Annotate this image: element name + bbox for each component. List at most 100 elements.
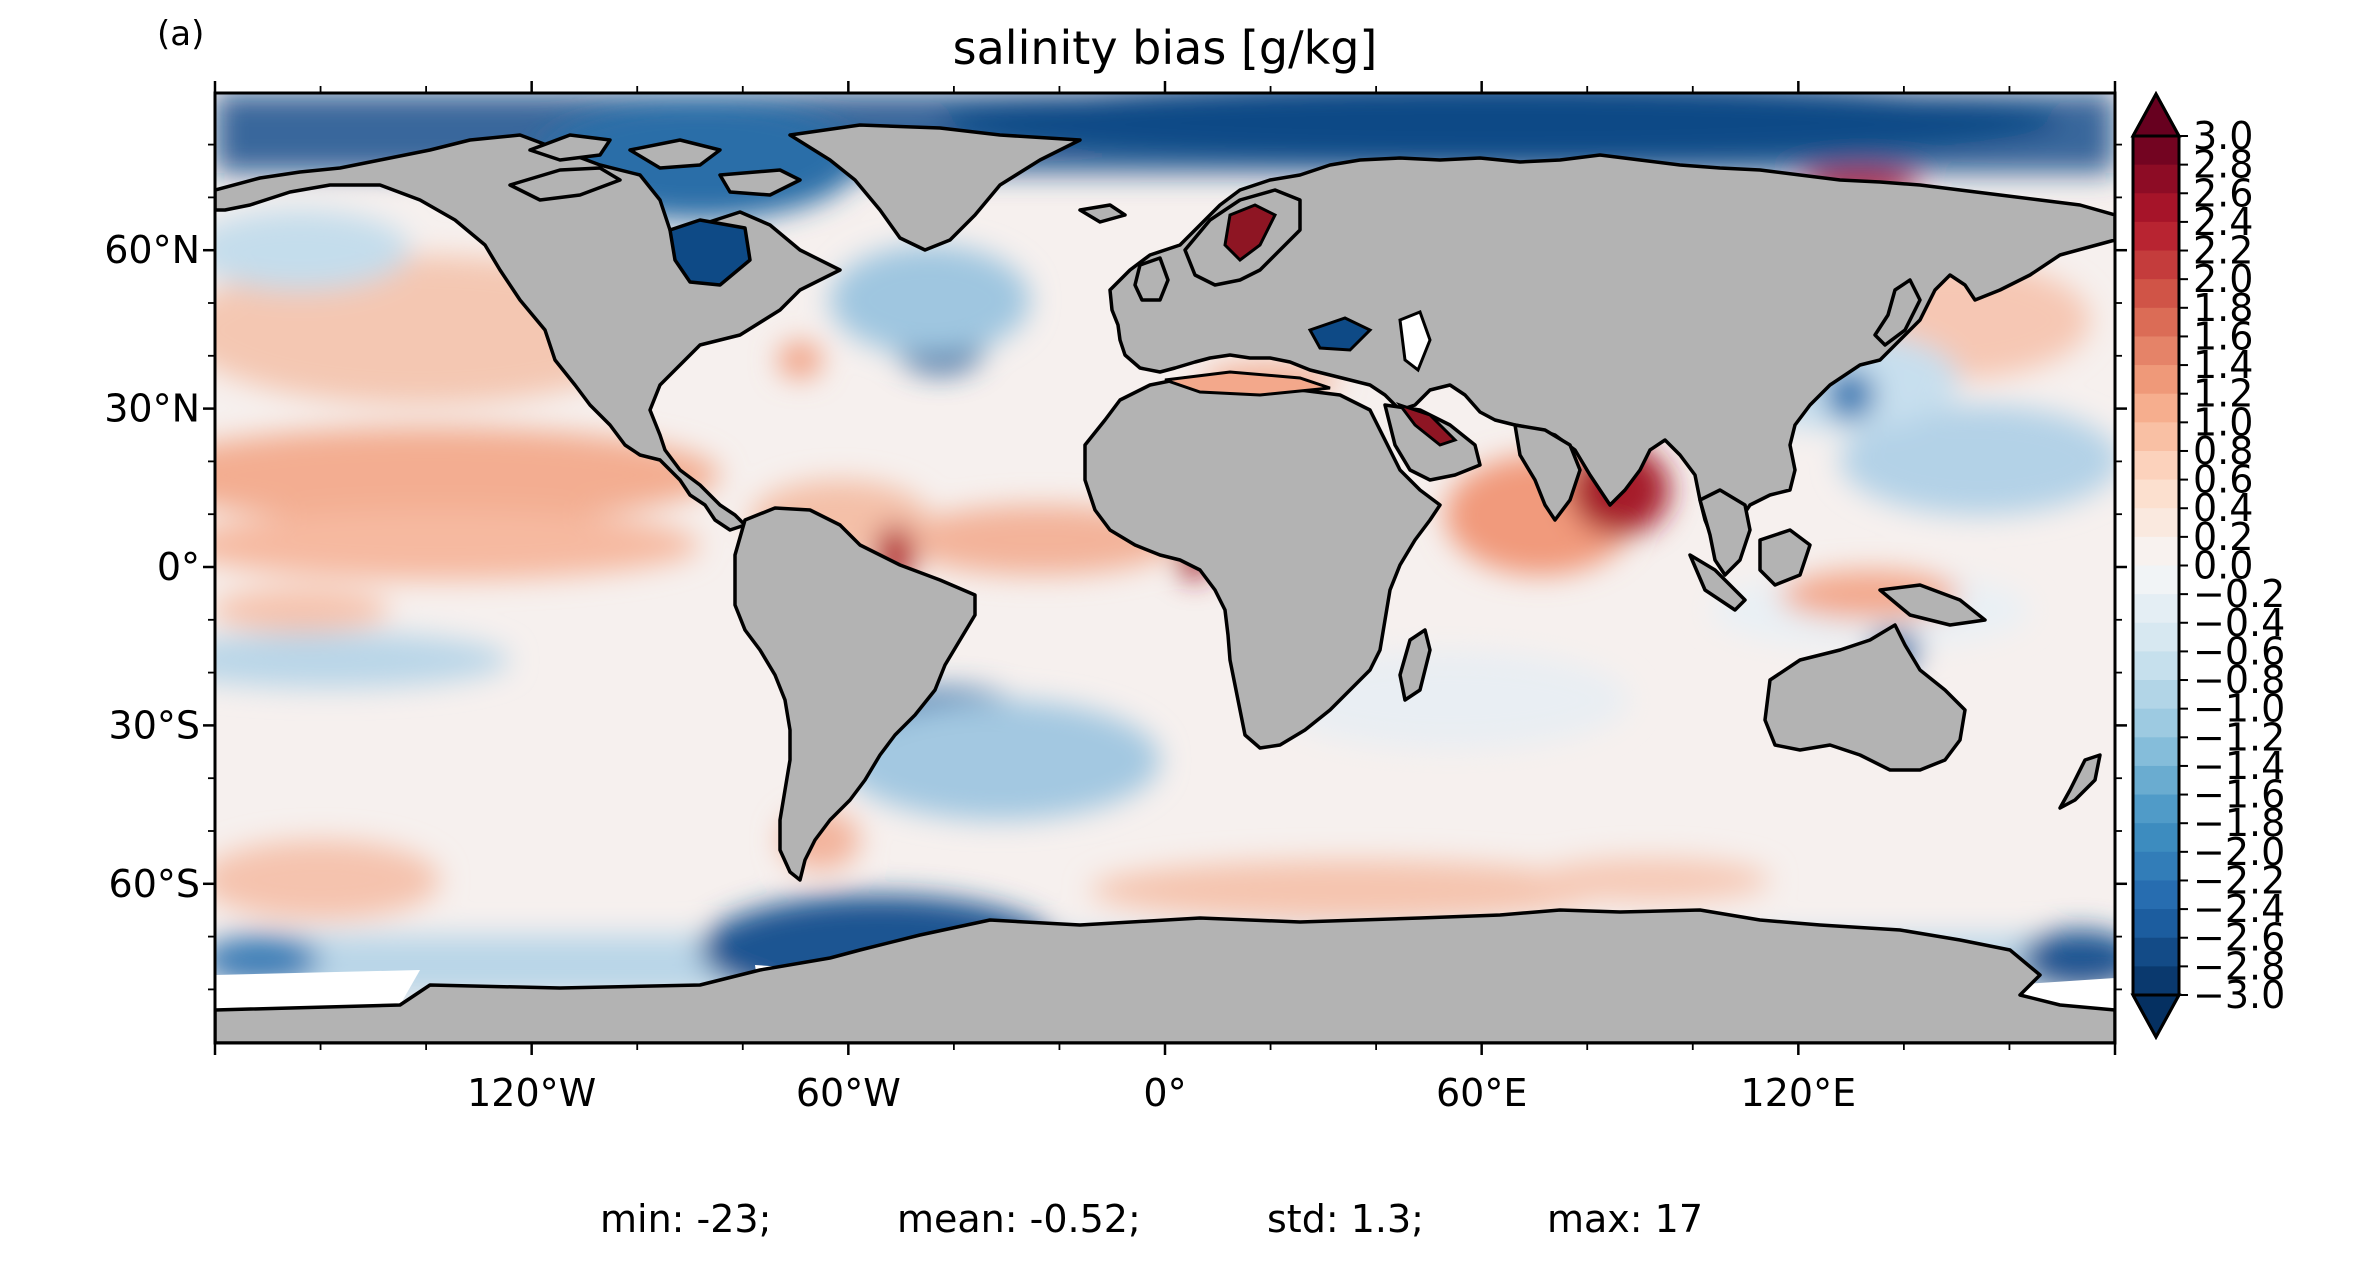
colorbar-segment [2133,536,2179,567]
ice-shelf-ross [215,970,420,1010]
colorbar-label: −1.0 [2193,687,2285,731]
colorbar-label: 1.2 [2193,372,2253,416]
lat-label-30n: 30°N [104,387,200,431]
colorbar-label: −0.8 [2193,658,2285,702]
colorbar-segment [2133,307,2179,338]
baltic-sea [1223,203,1278,262]
statistics-line: min: -23; mean: -0.52; std: 1.3; max: 17 [600,1197,1703,1241]
colorbar-segment [2133,336,2179,366]
stat-mean: mean: -0.52; [897,1197,1141,1241]
colorbar-label: 1.0 [2193,400,2253,444]
colorbar-label: 0.2 [2193,515,2253,559]
colorbar-label: 3.0 [2193,114,2253,158]
colorbar-label: 2.4 [2193,200,2253,244]
colorbar-label: 2.0 [2193,257,2253,301]
inland-seas [1164,203,1458,447]
latitude-labels: 60°N 30°N 0° 30°S 60°S [104,228,200,906]
colorbar-segment [2133,680,2179,710]
colorbar-segment [2133,737,2179,767]
lat-label-60s: 60°S [109,862,200,906]
colorbar-label: 2.2 [2193,229,2253,273]
land-masses [215,123,2115,1043]
colorbar-label: 1.6 [2193,314,2253,358]
colorbar-ticks [2179,135,2188,996]
persian-gulf [1395,402,1458,447]
colorbar-segment [2133,880,2179,910]
colorbar-segment [2133,164,2179,194]
colorbar-extend-max-arrow [2130,90,2182,138]
colorbar-segment [2133,622,2179,652]
new-guinea [1878,583,1987,627]
colorbar-label: −0.2 [2193,572,2285,616]
black-sea [1307,316,1373,352]
colorbar-segment [2133,909,2179,939]
colorbar-label: −2.6 [2193,916,2285,960]
mediterranean-sea [1164,370,1331,397]
colorbar-segment [2133,479,2179,509]
colorbar-label: −0.6 [2193,629,2285,673]
colorbar-segment [2133,594,2179,624]
panel-label: (a) [157,14,204,54]
lat-label-30s: 30°S [109,703,200,747]
map-area [213,91,2117,1045]
colorbar-label: 2.8 [2193,143,2253,187]
stat-max: max: 17 [1547,1197,1703,1241]
colorbar-label: −1.8 [2193,801,2285,845]
lon-label-60e: 60°E [1436,1071,1527,1115]
colorbar-label: −2.8 [2193,944,2285,988]
colorbar-label: 2.6 [2193,171,2253,215]
colorbar-label: 1.8 [2193,286,2253,330]
colorbar-segment [2133,193,2179,223]
colorbar-segment [2133,365,2179,395]
colorbar-segment [2133,565,2179,595]
iceland [1078,203,1127,224]
hudson-bay [668,218,752,287]
colorbar-extend-min-arrow [2130,993,2182,1041]
lat-label-60n: 60°N [104,228,200,272]
lat-label-equator: 0° [157,545,200,589]
arctic-islands [508,166,622,202]
colorbar-segment [2133,508,2179,538]
longitude-labels: 120°W 60°W 0° 60°E 120°E [467,1071,1856,1115]
colorbar-segment [2133,393,2179,423]
colorbar-label: 1.4 [2193,343,2253,387]
colorbar-tick-labels: 3.0 2.8 2.6 2.4 2.2 2.0 1.8 1.6 1.4 1.2 … [2193,114,2285,1017]
colorbar-label: −1.6 [2193,773,2285,817]
stat-min: min: -23; [600,1197,771,1241]
india [1513,423,1582,522]
map-title: salinity bias [g/kg] [953,21,1378,75]
colorbar-segment [2133,250,2179,280]
arabian-peninsula [1383,403,1482,482]
colorbar-label: 0.6 [2193,458,2253,502]
colorbar-segment [2133,651,2179,681]
colorbar-segment [2133,450,2179,481]
eurasia [1108,153,2115,547]
lon-label-120w: 120°W [467,1071,596,1115]
colorbar-label: −3.0 [2193,973,2285,1017]
colorbar: 3.0 2.8 2.6 2.4 2.2 2.0 1.8 1.6 1.4 1.2 … [2130,90,2285,1041]
sumatra [1688,553,1747,612]
japan [1873,278,1922,347]
british-isles [1133,256,1170,302]
colorbar-segment [2133,136,2179,166]
australia [1763,623,1967,772]
colorbar-label: 0.8 [2193,429,2253,473]
colorbar-label: −2.0 [2193,830,2285,874]
colorbar-label: −2.4 [2193,887,2285,931]
colorbar-segment [2133,422,2179,452]
colorbar-segment [2133,794,2179,824]
lon-label-60w: 60°W [796,1071,901,1115]
colorbar-segment [2133,823,2179,853]
colorbar-segment [2133,937,2179,967]
lon-label-0: 0° [1143,1071,1186,1115]
south-america [733,506,977,882]
indochina [1698,488,1752,577]
colorbar-segment [2133,966,2179,996]
greenland [788,123,1082,252]
new-zealand [2058,753,2102,810]
colorbar-segment [2133,221,2179,252]
colorbar-label: −0.4 [2193,601,2285,645]
colorbar-segment [2133,708,2179,738]
lon-label-120e: 120°E [1741,1071,1857,1115]
